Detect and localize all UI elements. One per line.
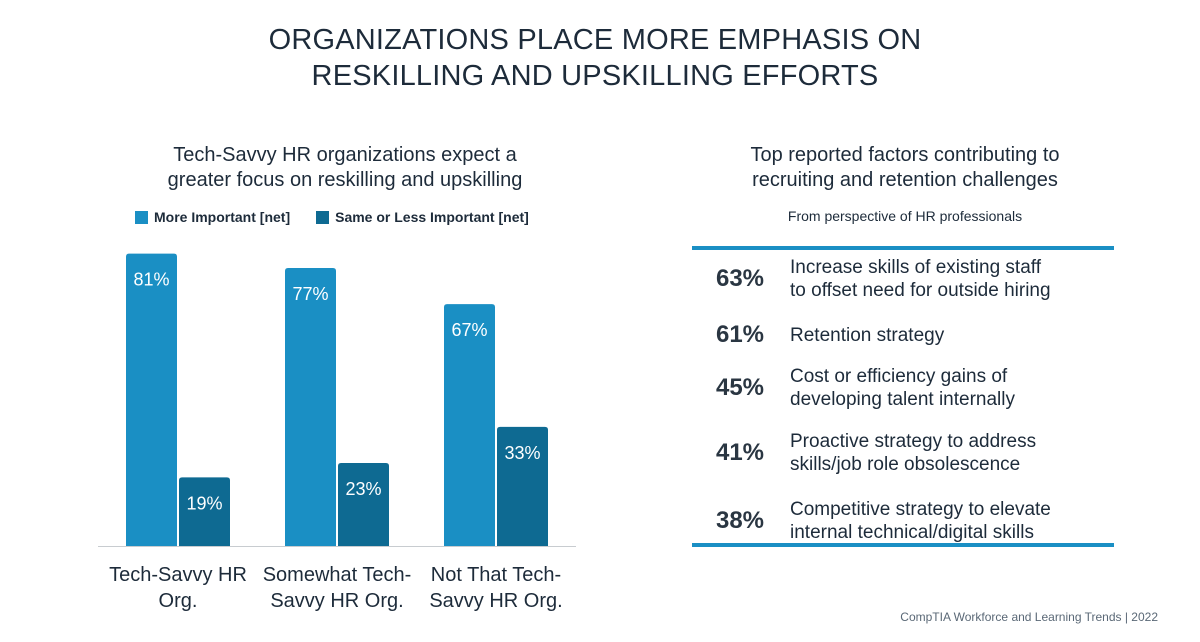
- factor-description-line-1: Proactive strategy to address: [790, 431, 1037, 452]
- bar: [285, 268, 336, 546]
- factor-description: Increase skills of existing staff to off…: [788, 256, 1051, 302]
- legend-label-more-important: More Important [net]: [154, 209, 291, 225]
- factor-description: Retention strategy: [788, 324, 944, 347]
- factor-row: 61% Retention strategy: [692, 320, 1114, 350]
- factor-description-line-2: developing talent internally: [790, 389, 1015, 410]
- factors-title: Top reported factors contributing to rec…: [690, 143, 1120, 193]
- factors-note: From perspective of HR professionals: [787, 208, 1023, 224]
- bar-value-label: 67%: [451, 320, 487, 340]
- factors-top-rule: [692, 246, 1114, 250]
- factors-title-line-1: Top reported factors contributing to: [750, 144, 1060, 166]
- bar: [179, 477, 230, 546]
- factor-row: 45% Cost or efficiency gains of developi…: [692, 365, 1114, 411]
- factor-description-line-2: internal technical/digital skills: [790, 522, 1034, 543]
- bar-value-label: 77%: [292, 284, 328, 304]
- bar: [126, 253, 177, 546]
- page-title: ORGANIZATIONS PLACE MORE EMPHASIS ON RES…: [0, 22, 1190, 94]
- factor-description-line-2: skills/job role obsolescence: [790, 454, 1021, 475]
- bar-value-label: 19%: [186, 493, 222, 513]
- factor-description-line-2: to offset need for outside hiring: [790, 280, 1051, 301]
- factor-description-line-1: Increase skills of existing staff: [790, 257, 1041, 278]
- bar: [444, 304, 495, 546]
- legend-item-same-or-less: Same or Less Important [net]: [316, 209, 529, 225]
- x-tick-label: Org.: [159, 590, 198, 612]
- bar-value-label: 81%: [133, 270, 169, 290]
- factor-description-line-1: Cost or efficiency gains of: [790, 366, 1008, 387]
- bar: [497, 426, 548, 546]
- legend-swatch-same-or-less: [316, 210, 330, 224]
- legend-swatch-more-important: [135, 210, 148, 224]
- chart-subtitle-line-1: Tech-Savvy HR organizations expect a: [173, 144, 517, 166]
- x-tick-label: Savvy HR Org.: [429, 590, 562, 612]
- factor-percent: 38%: [715, 507, 765, 534]
- chart-subtitle-line-2: greater focus on reskilling and upskilli…: [167, 169, 523, 191]
- factors-bottom-rule: [692, 543, 1114, 547]
- factor-row: 63% Increase skills of existing staff to…: [692, 256, 1114, 302]
- factor-description-line-1: Competitive strategy to elevate: [790, 499, 1051, 520]
- factor-description: Proactive strategy to address skills/job…: [788, 430, 1036, 476]
- factor-description: Competitive strategy to elevate internal…: [788, 498, 1051, 544]
- factor-description: Cost or efficiency gains of developing t…: [788, 365, 1015, 411]
- factor-percent: 63%: [715, 265, 765, 292]
- bar: [338, 462, 389, 546]
- chart-legend: More Important [net] Same or Less Import…: [135, 207, 555, 227]
- page-title-line-2: RESKILLING AND UPSKILLING EFFORTS: [311, 60, 879, 92]
- factor-row: 41% Proactive strategy to address skills…: [692, 430, 1114, 476]
- factor-percent: 45%: [715, 374, 765, 401]
- source-footer: CompTIA Workforce and Learning Trends | …: [900, 610, 1158, 624]
- chart-subtitle: Tech-Savvy HR organizations expect a gre…: [95, 143, 595, 193]
- factor-percent: 61%: [715, 321, 765, 348]
- bar-value-label: 23%: [345, 479, 381, 499]
- page-title-line-1: ORGANIZATIONS PLACE MORE EMPHASIS ON: [268, 24, 922, 56]
- x-tick-label: Savvy HR Org.: [270, 590, 403, 612]
- factor-row: 38% Competitive strategy to elevate inte…: [692, 498, 1114, 544]
- x-tick-label: Somewhat Tech-: [263, 564, 412, 586]
- factor-description-line-1: Retention strategy: [790, 324, 945, 346]
- bar-value-label: 33%: [504, 443, 540, 463]
- factors-title-line-2: recruiting and retention challenges: [752, 169, 1058, 191]
- legend-item-more-important: More Important [net]: [135, 209, 290, 225]
- bar-chart: 81% 19% Tech-Savvy HR Org. 77% 23% Somewhat Te…: [98, 253, 576, 612]
- x-tick-label: Not That Tech-: [431, 564, 561, 586]
- x-tick-label: Tech-Savvy HR: [109, 564, 247, 586]
- factor-percent: 41%: [715, 439, 765, 466]
- legend-label-same-or-less: Same or Less Important [net]: [335, 209, 529, 225]
